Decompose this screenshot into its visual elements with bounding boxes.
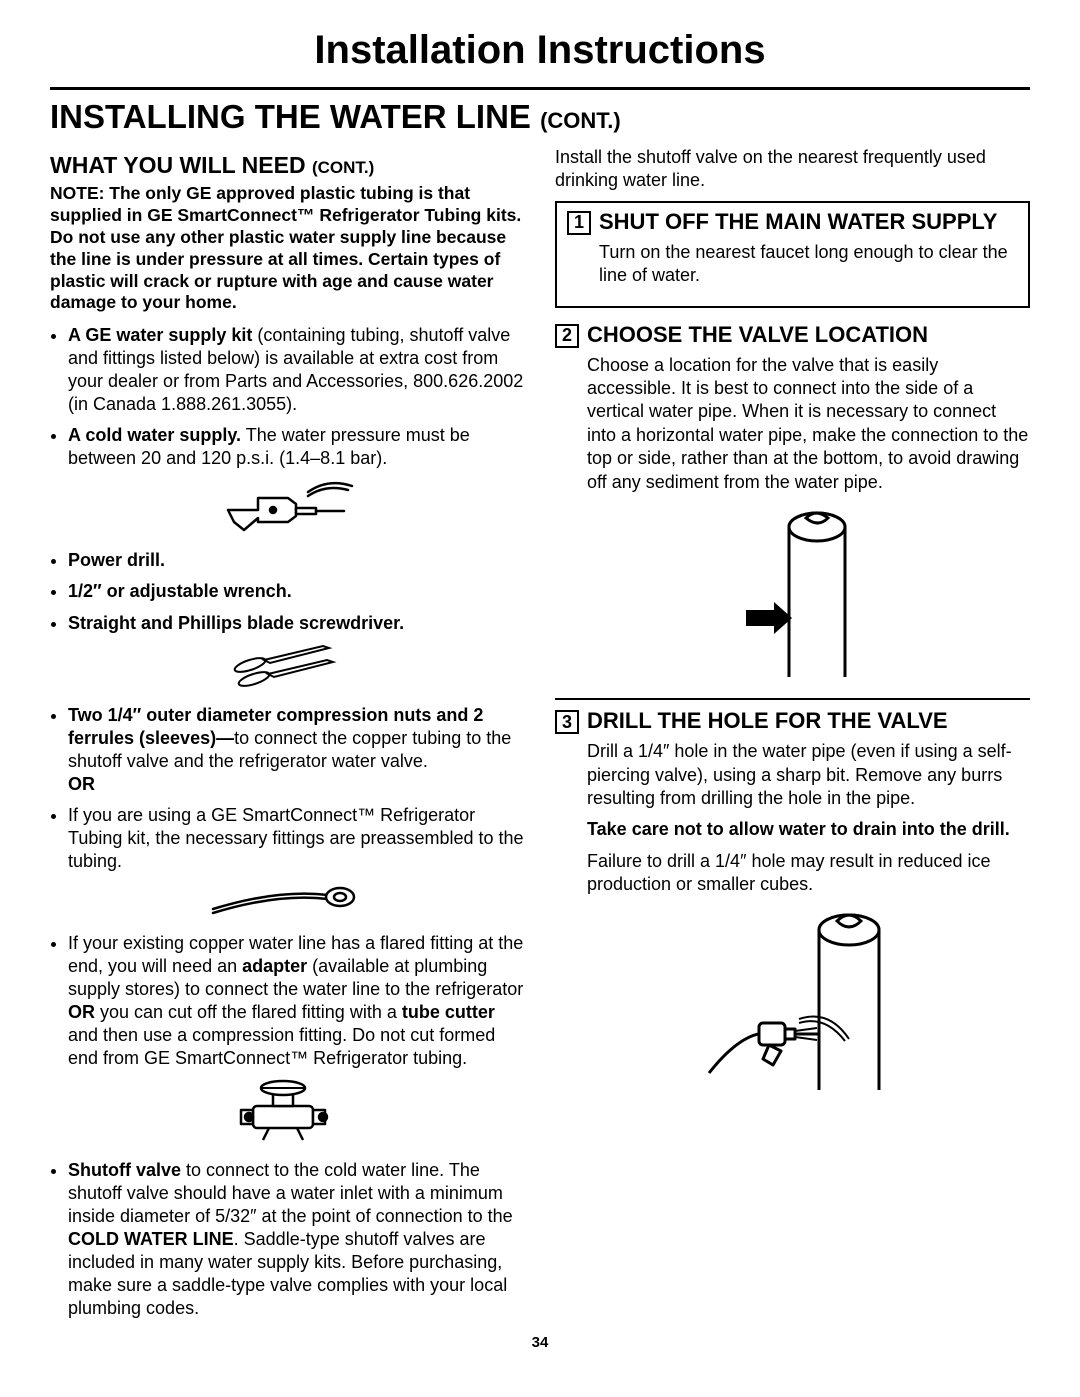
need-list-2: Power drill. 1/2″ or adjustable wrench. … <box>50 549 525 634</box>
rule-mid <box>555 698 1030 700</box>
list-item: 1/2″ or adjustable wrench. <box>68 580 525 603</box>
step-1-title: SHUT OFF THE MAIN WATER SUPPLY <box>599 209 997 234</box>
right-column: Install the shutoff valve on the nearest… <box>555 146 1030 1328</box>
t: and then use a compression fitting. Do n… <box>68 1025 495 1068</box>
step-3: 3 DRILL THE HOLE FOR THE VALVE Drill a 1… <box>555 708 1030 1101</box>
page-number: 34 <box>50 1334 1030 1351</box>
step-2: 2 CHOOSE THE VALVE LOCATION Choose a loc… <box>555 322 1030 689</box>
step-3-body: Drill a 1/4″ hole in the water pipe (eve… <box>587 740 1030 1101</box>
step-3-head: 3 DRILL THE HOLE FOR THE VALVE <box>555 708 1030 734</box>
need-list-4: If your existing copper water line has a… <box>50 932 525 1070</box>
drill-icon <box>50 478 525 543</box>
step-1-box: 1 SHUT OFF THE MAIN WATER SUPPLY Turn on… <box>555 201 1030 308</box>
list-item: Shutoff valve to connect to the cold wat… <box>68 1159 525 1320</box>
step-2-num: 2 <box>555 324 579 348</box>
t: COLD WATER LINE <box>68 1229 234 1249</box>
right-intro: Install the shutoff valve on the nearest… <box>555 146 1030 193</box>
list-item: If your existing copper water line has a… <box>68 932 525 1070</box>
need-list: A GE water supply kit (containing tubing… <box>50 324 525 470</box>
document-title: Installation Instructions <box>50 28 1030 73</box>
step-1-head: 1 SHUT OFF THE MAIN WATER SUPPLY <box>567 209 1018 235</box>
need-heading-cont: (CONT.) <box>312 158 374 177</box>
need-list-5: Shutoff valve to connect to the cold wat… <box>50 1159 525 1320</box>
step-1-body: Turn on the nearest faucet long enough t… <box>599 241 1018 288</box>
page: Installation Instructions INSTALLING THE… <box>0 0 1080 1361</box>
step-1-text: Turn on the nearest faucet long enough t… <box>599 241 1018 288</box>
note-text: NOTE: The only GE approved plastic tubin… <box>50 183 525 314</box>
t: adapter <box>242 956 307 976</box>
list-item: Power drill. <box>68 549 525 572</box>
step-2-text: Choose a location for the valve that is … <box>587 354 1030 494</box>
bullet-lead: A GE water supply kit <box>68 325 252 345</box>
step-2-title: CHOOSE THE VALVE LOCATION <box>587 322 928 347</box>
list-item: Straight and Phillips blade screwdriver. <box>68 612 525 635</box>
tubing-icon <box>50 881 525 926</box>
list-item: Two 1/4″ outer diameter compression nuts… <box>68 704 525 796</box>
list-item: A cold water supply. The water pressure … <box>68 424 525 470</box>
step-3-title: DRILL THE HOLE FOR THE VALVE <box>587 708 948 733</box>
list-item: A GE water supply kit (containing tubing… <box>68 324 525 416</box>
section-title: INSTALLING THE WATER LINE (CONT.) <box>50 98 1030 136</box>
screwdrivers-icon <box>50 643 525 698</box>
pipe-drill-icon <box>587 905 1030 1101</box>
need-heading-text: WHAT YOU WILL NEED <box>50 152 306 178</box>
section-title-cont: (CONT.) <box>540 108 621 133</box>
step-3-p1: Drill a 1/4″ hole in the water pipe (eve… <box>587 740 1030 810</box>
need-heading: WHAT YOU WILL NEED (CONT.) <box>50 152 525 179</box>
step-2-body: Choose a location for the valve that is … <box>587 354 1030 689</box>
section-title-text: INSTALLING THE WATER LINE <box>50 98 531 135</box>
t: Shutoff valve <box>68 1160 181 1180</box>
rule-top <box>50 87 1030 90</box>
list-item: If you are using a GE SmartConnect™ Refr… <box>68 804 525 873</box>
left-column: WHAT YOU WILL NEED (CONT.) NOTE: The onl… <box>50 146 525 1328</box>
bullet-lead: A cold water supply. <box>68 425 241 445</box>
step-3-p2: Failure to drill a 1/4″ hole may result … <box>587 850 1030 897</box>
need-list-3: Two 1/4″ outer diameter compression nuts… <box>50 704 525 873</box>
pipe-arrow-icon <box>587 502 1030 688</box>
columns: WHAT YOU WILL NEED (CONT.) NOTE: The onl… <box>50 146 1030 1328</box>
t: OR <box>68 1002 95 1022</box>
step-3-bold: Take care not to allow water to drain in… <box>587 818 1030 841</box>
t: you can cut off the flared fitting with … <box>95 1002 402 1022</box>
or-label: OR <box>68 773 525 796</box>
t: tube cutter <box>402 1002 495 1022</box>
step-2-head: 2 CHOOSE THE VALVE LOCATION <box>555 322 1030 348</box>
valve-icon <box>50 1078 525 1153</box>
step-1-num: 1 <box>567 211 591 235</box>
step-3-num: 3 <box>555 710 579 734</box>
